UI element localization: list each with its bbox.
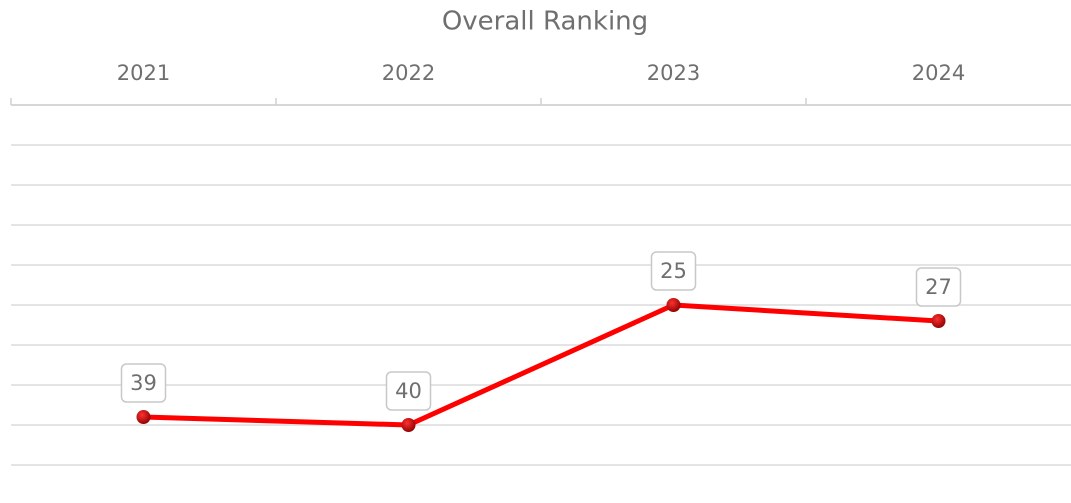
- x-tick-label: 2023: [647, 61, 700, 85]
- x-tick-label: 2022: [382, 61, 435, 85]
- x-tick-label: 2024: [912, 61, 965, 85]
- x-tick-label: 2021: [117, 61, 170, 85]
- point-marker: [401, 418, 416, 432]
- series-line: [143, 302, 939, 428]
- point-marker: [666, 298, 681, 312]
- data-label-box: [915, 267, 962, 307]
- data-label-box: [120, 363, 167, 403]
- data-label: 25: [660, 259, 687, 283]
- data-label: 27: [925, 275, 952, 299]
- data-label: 39: [130, 371, 157, 395]
- data-label: 40: [395, 379, 422, 403]
- point-marker: [136, 410, 151, 424]
- data-label-box: [650, 251, 697, 291]
- chart-title: Overall Ranking: [442, 7, 648, 37]
- point-marker: [931, 314, 946, 328]
- data-label-box: [385, 371, 432, 411]
